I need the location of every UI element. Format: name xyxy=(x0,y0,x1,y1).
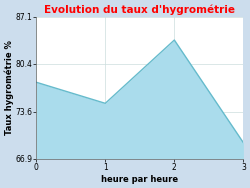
Y-axis label: Taux hygrométrie %: Taux hygrométrie % xyxy=(4,40,14,135)
Title: Evolution du taux d'hygrométrie: Evolution du taux d'hygrométrie xyxy=(44,4,235,15)
X-axis label: heure par heure: heure par heure xyxy=(101,175,178,184)
